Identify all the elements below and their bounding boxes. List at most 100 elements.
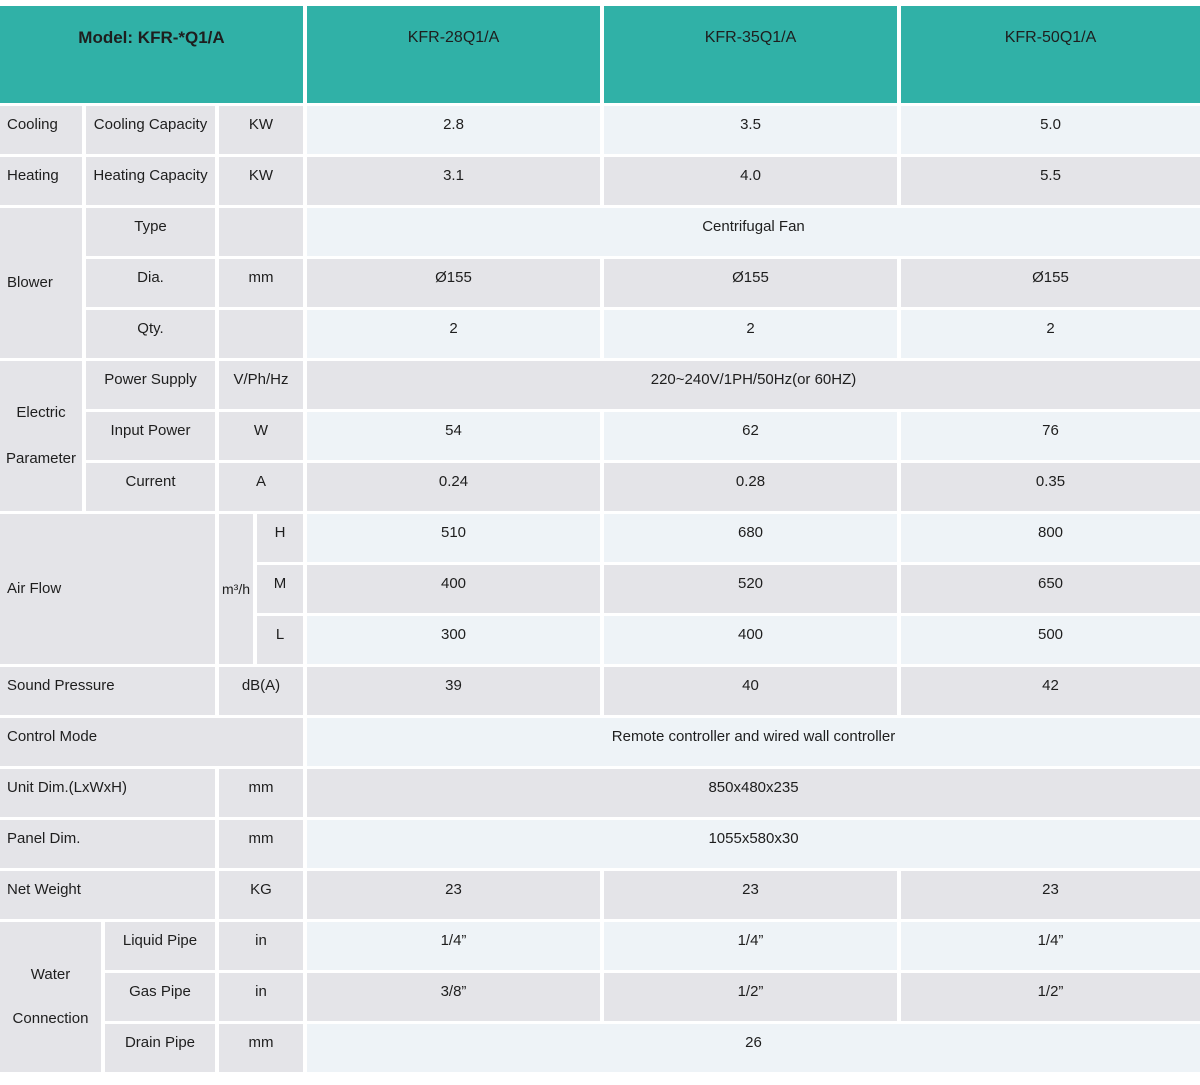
value-cell: 23 bbox=[604, 871, 897, 919]
unit-cell: W bbox=[219, 412, 303, 460]
row-unit-dim: Unit Dim.(LxWxH) mm 850x480x235 bbox=[0, 769, 1200, 817]
row-heating-capacity: Heating Heating Capacity KW 3.1 4.0 5.5 bbox=[0, 157, 1200, 205]
unit-cell-m3h: m³/h bbox=[219, 514, 253, 664]
value-cell: 76 bbox=[901, 412, 1200, 460]
unit-cell: dB(A) bbox=[219, 667, 303, 715]
value-cell: 500 bbox=[901, 616, 1200, 664]
value-cell: 40 bbox=[604, 667, 897, 715]
value-cell: 510 bbox=[307, 514, 600, 562]
value-cell: 2.8 bbox=[307, 106, 600, 154]
row-label-dia: Dia. bbox=[86, 259, 215, 307]
section-water-connection: Water Connection Liquid Pipe in 1/4” 1/4… bbox=[0, 922, 1200, 1072]
value-cell: 400 bbox=[307, 565, 600, 613]
unit-cell: in bbox=[219, 922, 303, 970]
row-label-qty: Qty. bbox=[86, 310, 215, 358]
model-header-cell: Model: KFR-*Q1/A bbox=[0, 6, 303, 103]
row-blower-dia: Dia. mm Ø155 Ø155 Ø155 bbox=[86, 259, 1200, 307]
value-cell: 1/2” bbox=[604, 973, 897, 1021]
unit-cell: V/Ph/Hz bbox=[219, 361, 303, 409]
row-label-net-weight: Net Weight bbox=[0, 871, 215, 919]
value-cell: 400 bbox=[604, 616, 897, 664]
group-label-water-connection: Water Connection bbox=[0, 922, 101, 1072]
row-label-gas-pipe: Gas Pipe bbox=[105, 973, 215, 1021]
value-cell: 0.35 bbox=[901, 463, 1200, 511]
group-label-blower: Blower bbox=[0, 208, 82, 358]
row-label-m: M bbox=[257, 565, 303, 613]
row-label-control-mode: Control Mode bbox=[0, 718, 303, 766]
value-cell: 4.0 bbox=[604, 157, 897, 205]
unit-cell: mm bbox=[219, 1024, 303, 1072]
row-label-heating-capacity: Heating Capacity bbox=[86, 157, 215, 205]
value-cell: 2 bbox=[307, 310, 600, 358]
group-label-electric-parameter: Electric Parameter bbox=[0, 361, 82, 511]
unit-cell-empty bbox=[219, 208, 303, 256]
value-cell: 3/8” bbox=[307, 973, 600, 1021]
row-airflow-high: H 510 680 800 bbox=[257, 514, 1200, 562]
unit-cell: KG bbox=[219, 871, 303, 919]
value-cell: 2 bbox=[901, 310, 1200, 358]
value-cell: 1/2” bbox=[901, 973, 1200, 1021]
unit-cell: KW bbox=[219, 106, 303, 154]
group-label-heating: Heating bbox=[0, 157, 82, 205]
row-label-liquid-pipe: Liquid Pipe bbox=[105, 922, 215, 970]
row-blower-qty: Qty. 2 2 2 bbox=[86, 310, 1200, 358]
group-label-cooling: Cooling bbox=[0, 106, 82, 154]
section-air-flow: Air Flow m³/h H 510 680 800 M 400 520 65… bbox=[0, 514, 1200, 664]
value-cell-span: 850x480x235 bbox=[307, 769, 1200, 817]
row-label-current: Current bbox=[86, 463, 215, 511]
row-label-input-power: Input Power bbox=[86, 412, 215, 460]
value-cell-span: Remote controller and wired wall control… bbox=[307, 718, 1200, 766]
value-cell: 1/4” bbox=[307, 922, 600, 970]
row-airflow-medium: M 400 520 650 bbox=[257, 565, 1200, 613]
row-label-type: Type bbox=[86, 208, 215, 256]
value-cell: 3.5 bbox=[604, 106, 897, 154]
value-cell-span: 1055x580x30 bbox=[307, 820, 1200, 868]
row-label-cooling-capacity: Cooling Capacity bbox=[86, 106, 215, 154]
value-cell: 800 bbox=[901, 514, 1200, 562]
row-power-supply: Power Supply V/Ph/Hz 220~240V/1PH/50Hz(o… bbox=[86, 361, 1200, 409]
column-header-kfr-28: KFR-28Q1/A bbox=[307, 6, 600, 103]
value-cell: 650 bbox=[901, 565, 1200, 613]
value-cell-span: Centrifugal Fan bbox=[307, 208, 1200, 256]
section-blower: Blower Type Centrifugal Fan Dia. mm Ø155… bbox=[0, 208, 1200, 358]
value-cell: 300 bbox=[307, 616, 600, 664]
row-cooling-capacity: Cooling Cooling Capacity KW 2.8 3.5 5.0 bbox=[0, 106, 1200, 154]
row-label-unit-dim: Unit Dim.(LxWxH) bbox=[0, 769, 215, 817]
row-label-h: H bbox=[257, 514, 303, 562]
row-blower-type: Type Centrifugal Fan bbox=[86, 208, 1200, 256]
column-header-kfr-35: KFR-35Q1/A bbox=[604, 6, 897, 103]
value-cell: 42 bbox=[901, 667, 1200, 715]
value-cell: 23 bbox=[901, 871, 1200, 919]
row-liquid-pipe: Liquid Pipe in 1/4” 1/4” 1/4” bbox=[105, 922, 1200, 970]
row-gas-pipe: Gas Pipe in 3/8” 1/2” 1/2” bbox=[105, 973, 1200, 1021]
value-cell: 5.0 bbox=[901, 106, 1200, 154]
row-net-weight: Net Weight KG 23 23 23 bbox=[0, 871, 1200, 919]
value-cell: 680 bbox=[604, 514, 897, 562]
row-sound-pressure: Sound Pressure dB(A) 39 40 42 bbox=[0, 667, 1200, 715]
unit-cell: mm bbox=[219, 820, 303, 868]
value-cell: 1/4” bbox=[901, 922, 1200, 970]
group-label-air-flow: Air Flow bbox=[0, 514, 215, 664]
value-cell-span: 26 bbox=[307, 1024, 1200, 1072]
value-cell: Ø155 bbox=[307, 259, 600, 307]
unit-cell-empty bbox=[219, 310, 303, 358]
row-current: Current A 0.24 0.28 0.35 bbox=[86, 463, 1200, 511]
row-airflow-low: L 300 400 500 bbox=[257, 616, 1200, 664]
value-cell: 39 bbox=[307, 667, 600, 715]
unit-cell: KW bbox=[219, 157, 303, 205]
row-label-sound-pressure: Sound Pressure bbox=[0, 667, 215, 715]
value-cell: 5.5 bbox=[901, 157, 1200, 205]
value-cell: 3.1 bbox=[307, 157, 600, 205]
row-input-power: Input Power W 54 62 76 bbox=[86, 412, 1200, 460]
column-header-kfr-50: KFR-50Q1/A bbox=[901, 6, 1200, 103]
value-cell: 0.24 bbox=[307, 463, 600, 511]
value-cell: 520 bbox=[604, 565, 897, 613]
value-cell: 23 bbox=[307, 871, 600, 919]
value-cell: 62 bbox=[604, 412, 897, 460]
value-cell: Ø155 bbox=[604, 259, 897, 307]
unit-cell: A bbox=[219, 463, 303, 511]
unit-cell: in bbox=[219, 973, 303, 1021]
row-panel-dim: Panel Dim. mm 1055x580x30 bbox=[0, 820, 1200, 868]
table-header-row: Model: KFR-*Q1/A KFR-28Q1/A KFR-35Q1/A K… bbox=[0, 6, 1200, 103]
